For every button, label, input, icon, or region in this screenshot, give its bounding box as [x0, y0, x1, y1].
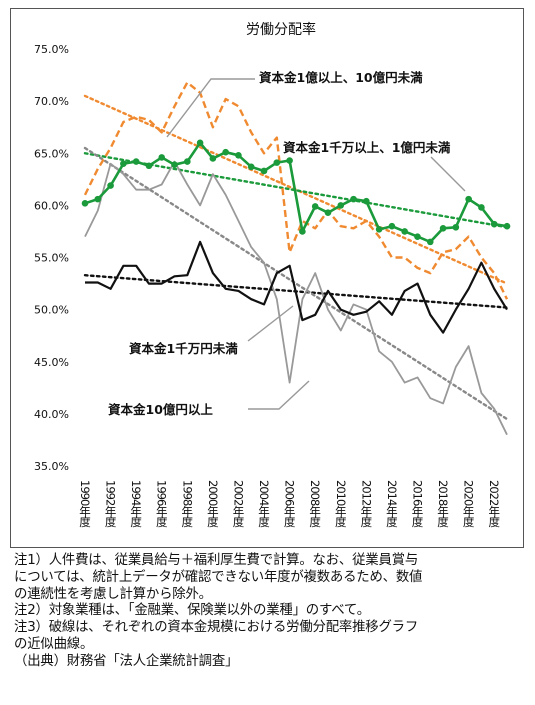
data-point [490, 220, 498, 228]
note-line: の近似曲線。 [14, 636, 94, 652]
data-point [120, 160, 127, 167]
data-point [414, 233, 421, 240]
y-tick-label: 50.0% [34, 304, 69, 317]
trend-line [83, 146, 509, 421]
data-point [235, 152, 242, 159]
data-point [222, 148, 229, 156]
data-point [465, 195, 472, 203]
data-point [247, 163, 255, 171]
x-tick-label: 2000年度 [206, 480, 220, 528]
note-line: （出典）財務省「法人企業統計調査」 [14, 653, 239, 669]
data-point [158, 154, 166, 161]
x-tick-label: 2004年度 [257, 480, 271, 528]
note-line: については、統計上データが確認できない年度が複数あるため、数値 [14, 569, 423, 585]
data-point [260, 167, 268, 175]
data-point [401, 228, 408, 235]
callout-leader [430, 156, 466, 192]
x-tick-label: 2006年度 [283, 480, 297, 528]
data-point [273, 159, 281, 166]
x-tick-label: 2022年度 [487, 480, 501, 528]
note-line: 注2）対象業種は、「金融業、保険業以外の業種」のすべて。 [14, 603, 370, 619]
x-tick-label: 2012年度 [359, 480, 373, 528]
note-line: 注1）人件費は、従業員給与＋福利厚生費で計算。なお、従業員賞与 [14, 553, 419, 568]
x-tick-label: 2020年度 [462, 480, 476, 528]
data-point [324, 209, 332, 216]
x-tick-label: 1996年度 [155, 480, 169, 528]
x-tick-label: 2010年度 [334, 480, 348, 528]
series-label: 資本金1億以上、10億円未満 [259, 70, 423, 85]
footnotes: 注1）人件費は、従業員給与＋福利厚生費で計算。なお、従業員賞与 については、統計… [14, 553, 529, 671]
data-point [337, 202, 345, 209]
data-point [478, 204, 485, 211]
callout-leader [166, 78, 255, 138]
data-point [171, 161, 178, 169]
x-tick-label: 2014年度 [385, 480, 399, 528]
y-tick-label: 60.0% [34, 199, 69, 212]
data-point [311, 203, 319, 210]
line-chart: 労働分配率 35.0% 40.0% 45.0% 50.0% 55.0% 60.0% 65.0%… [34, 21, 511, 528]
data-point [94, 195, 102, 203]
x-tick-label: 1992年度 [104, 480, 118, 528]
callout-leader [248, 380, 310, 410]
data-point [388, 222, 396, 230]
callout-leader [247, 305, 294, 342]
data-point [363, 197, 370, 205]
chart-title: 労働分配率 [246, 21, 316, 38]
x-tick-label: 2016年度 [410, 480, 424, 528]
note-line: の連続性を考慮し計算から除外。 [14, 586, 212, 602]
data-point [132, 158, 140, 165]
x-tick-label: 1998年度 [180, 480, 194, 528]
x-tick-label: 2008年度 [308, 480, 322, 528]
data-point [209, 155, 217, 162]
y-tick-label: 40.0% [34, 408, 69, 421]
data-point [196, 139, 204, 147]
series-label: 資本金1千万円未満 [129, 341, 238, 356]
data-point [426, 238, 434, 246]
x-tick-label: 1994年度 [129, 480, 143, 528]
y-tick-label: 75.0% [34, 43, 69, 56]
series-line [84, 141, 508, 244]
data-point [503, 222, 511, 230]
data-point [375, 226, 383, 233]
data-point [107, 182, 114, 189]
series-label: 資本金10億円以上 [108, 402, 213, 417]
y-tick-label: 45.0% [34, 356, 69, 369]
data-point [452, 223, 460, 231]
data-point [145, 162, 153, 170]
data-point [286, 157, 293, 164]
x-tick-label: 2002年度 [231, 480, 245, 528]
series-line [85, 240, 508, 334]
y-tick-label: 70.0% [34, 95, 69, 108]
data-point [81, 199, 89, 207]
x-tick-label: 2018年度 [436, 480, 450, 528]
data-point [350, 195, 357, 203]
note-line: 注3）破線は、それぞれの資本金規模における労働分配率推移グラフ [14, 620, 419, 636]
y-tick-label: 35.0% [34, 460, 69, 473]
trend-line [83, 152, 509, 229]
series-label: 資本金1千万以上、1億円未満 [283, 140, 451, 155]
chart-frame: 労働分配率 35.0% 40.0% 45.0% 50.0% 55.0% 60.0% 65.0%… [10, 8, 524, 548]
y-tick-label: 65.0% [34, 147, 69, 160]
series-line [84, 160, 508, 436]
x-tick-label: 1990年度 [78, 480, 92, 528]
data-point [184, 158, 191, 165]
y-tick-label: 55.0% [34, 252, 69, 265]
series-line [83, 81, 509, 300]
data-point [299, 228, 306, 235]
data-point [439, 225, 447, 232]
